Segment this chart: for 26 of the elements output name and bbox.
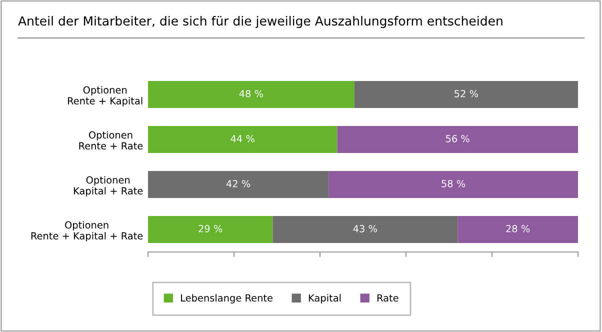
chart-title: Anteil der Mitarbeiter, die sich für die jeweilige Auszahlungsform entscheiden [18,16,502,28]
bar [148,216,273,243]
legend-label: Rate [377,294,398,302]
data-label: 52 % [454,90,478,98]
data-label: 56 % [446,134,470,142]
legend-label: Kapital [308,294,341,304]
bar [148,171,329,198]
bar [354,81,578,108]
bar [272,216,458,243]
data-label: 42 % [226,180,250,188]
data-label: 28 % [506,224,530,232]
data-label: 48 % [239,90,264,98]
bar [458,216,578,243]
data-label: 43 % [353,224,377,232]
bar [148,81,354,108]
data-label: 58 % [442,180,466,188]
data-label: 29 % [198,224,222,232]
y-tick-label: Optionen Rente + Kapital [68,86,142,106]
y-tick-label: Optionen Rente + Rate [79,131,143,150]
bar [328,171,578,198]
bar [148,126,338,153]
y-tick-label: Optionen Kapital + Rate [74,176,143,196]
bar [337,126,578,153]
data-label: 44 % [230,134,254,142]
legend-label: Lebenslange Rente [181,294,272,304]
y-tick-label: Optionen Rente + Kapital + Rate [31,221,143,242]
